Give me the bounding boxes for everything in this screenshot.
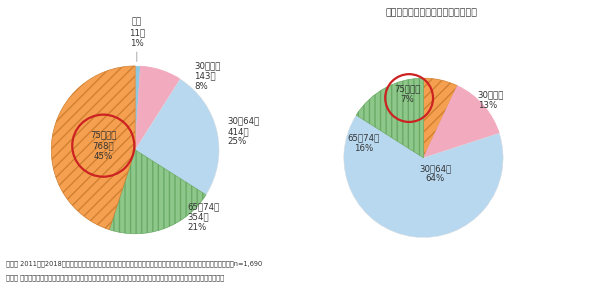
Text: （参考）運転免許保有者の年齢構成: （参考）運転免許保有者の年齢構成 — [385, 9, 478, 17]
Text: （注） 2011年～2018年の高連道路（国土交通省及び高連道路会社管理）における事故または確保に至った逆走事案。n=1,690: （注） 2011年～2018年の高連道路（国土交通省及び高連道路会社管理）におけ… — [6, 260, 262, 267]
Text: 30～64歳
414件
25%: 30～64歳 414件 25% — [228, 116, 259, 146]
Wedge shape — [356, 78, 424, 158]
Text: 65～74歳
16%: 65～74歳 16% — [348, 134, 380, 153]
Wedge shape — [135, 66, 141, 150]
Text: 65～74歳
354件
21%: 65～74歳 354件 21% — [187, 202, 219, 232]
Text: 30歳未満
143件
8%: 30歳未満 143件 8% — [194, 61, 220, 91]
Text: 30歳未満
13%: 30歳未満 13% — [478, 91, 504, 110]
Wedge shape — [109, 150, 206, 234]
Wedge shape — [51, 66, 135, 230]
Text: 30～64歳
64%: 30～64歳 64% — [419, 164, 452, 183]
Wedge shape — [135, 66, 180, 150]
Wedge shape — [424, 86, 499, 158]
Wedge shape — [424, 78, 457, 158]
Text: 資料） 警察の協力を得て国土交通省・高連道路会社作成。運転免許保有者は警察庁「運転免許統計」より国土交通省作成: 資料） 警察の協力を得て国土交通省・高連道路会社作成。運転免許保有者は警察庁「運… — [6, 275, 224, 281]
Text: 75歳以上
768件
45%: 75歳以上 768件 45% — [90, 131, 116, 160]
Text: 不明
11件
1%: 不明 11件 1% — [129, 18, 145, 47]
Wedge shape — [135, 79, 219, 195]
Wedge shape — [344, 115, 503, 237]
Text: 75歳以上
7%: 75歳以上 7% — [394, 84, 421, 104]
